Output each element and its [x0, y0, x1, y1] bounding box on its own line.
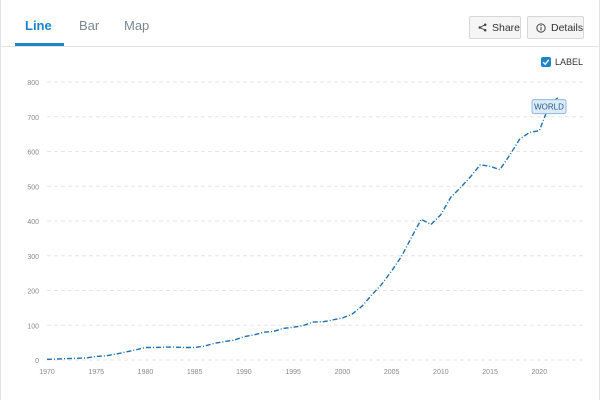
x-tick-label: 2010	[433, 369, 449, 376]
active-tab-indicator	[15, 43, 64, 46]
x-tick-label: 1985	[187, 369, 203, 376]
share-icon	[478, 23, 487, 32]
tab-bar-chart[interactable]: Bar	[79, 18, 100, 33]
details-label: Details	[551, 21, 584, 34]
y-tick-label: 400	[27, 219, 39, 226]
y-tick-label: 700	[27, 115, 39, 122]
y-tick-label: 500	[27, 184, 39, 191]
tab-map[interactable]: Map	[124, 18, 150, 33]
info-icon	[536, 22, 546, 33]
x-tick-label: 1975	[88, 369, 104, 376]
tab-divider	[1, 46, 599, 47]
tab-bar: Line Bar Map	[1, 0, 599, 46]
tab-line[interactable]: Line	[25, 18, 52, 33]
y-tick-label: 100	[27, 323, 39, 330]
series-line	[46, 96, 560, 360]
x-tick-label: 1990	[236, 369, 252, 376]
y-tick-label: 200	[27, 289, 39, 296]
y-tick-label: 0	[35, 358, 39, 365]
x-tick-label: 1970	[39, 369, 55, 376]
x-tick-label: 1980	[138, 369, 154, 376]
x-tick-label: 2000	[335, 369, 351, 376]
x-tick-label: 1995	[285, 369, 301, 376]
series-end-label-box	[531, 99, 567, 115]
share-button[interactable]: Share	[469, 16, 521, 39]
y-tick-label: 800	[27, 80, 39, 87]
y-tick-label: 600	[27, 150, 39, 157]
share-label: Share	[492, 21, 521, 34]
label-toggle[interactable]: LABEL	[541, 55, 583, 69]
series-end-label: WORLD	[534, 103, 564, 112]
details-button[interactable]: Details	[527, 16, 584, 39]
x-tick-label: 2020	[532, 369, 548, 376]
x-tick-label: 2015	[482, 369, 498, 376]
x-tick-label: 2005	[384, 369, 400, 376]
label-checkbox[interactable]	[541, 57, 551, 67]
y-tick-label: 300	[27, 254, 39, 261]
label-toggle-text: LABEL	[555, 57, 584, 67]
